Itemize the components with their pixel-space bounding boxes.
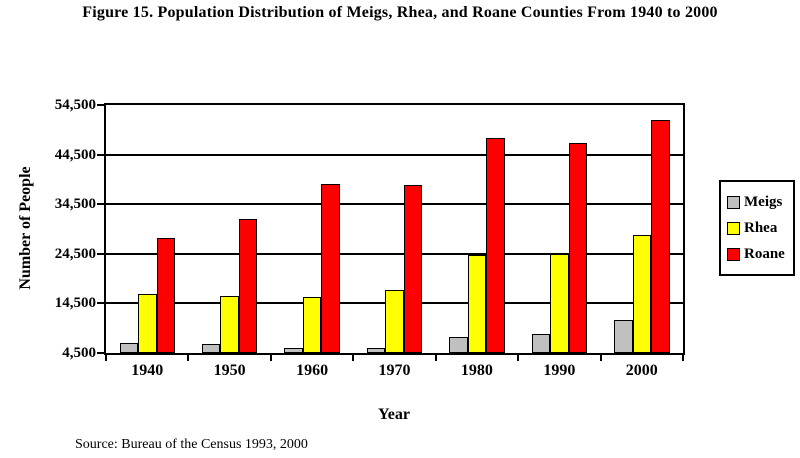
x-tick-mark-2 — [269, 355, 272, 361]
gridline-34500 — [106, 203, 683, 206]
bar-meigs-2000 — [614, 319, 633, 353]
legend: Meigs Rhea Roane — [719, 180, 795, 276]
legend-swatch-meigs — [727, 195, 740, 209]
bar-meigs-1970 — [366, 347, 386, 353]
x-tick-label-1960: 1960 — [296, 362, 329, 379]
x-tick-label-1980: 1980 — [460, 362, 493, 379]
x-tick-mark-3 — [352, 355, 355, 361]
bar-roane-1950 — [238, 219, 258, 353]
x-tick-label-1950: 1950 — [213, 362, 246, 379]
x-tick-label-1970: 1970 — [378, 362, 411, 379]
y-axis-title-text: Number of People — [17, 166, 34, 290]
bar-meigs-1950 — [201, 343, 221, 353]
bar-rhea-1940 — [138, 294, 157, 353]
gridline-44500 — [106, 153, 683, 156]
bar-rhea-1980 — [467, 255, 487, 353]
y-tick-label-34500: 34,500 — [54, 196, 96, 213]
x-tick-mark-0 — [105, 355, 107, 361]
y-tick-mark-4500 — [97, 352, 105, 354]
bar-roane-2000 — [651, 120, 670, 353]
gridline-24500 — [106, 252, 683, 255]
bar-rhea-1950 — [220, 295, 239, 353]
bar-meigs-1960 — [284, 348, 303, 353]
legend-item-meigs: Meigs — [727, 189, 793, 215]
y-tick-mark-24500 — [97, 252, 105, 255]
x-tick-mark-1 — [187, 355, 190, 361]
chart-title: Figure 15. Population Distribution of Me… — [82, 4, 718, 21]
bar-rhea-1960 — [302, 297, 322, 353]
x-tick-mark-7 — [682, 355, 684, 361]
bar-roane-1940 — [156, 238, 175, 353]
y-tick-label-24500: 24,500 — [54, 245, 96, 262]
legend-label-roane: Roane — [744, 245, 785, 262]
bar-roane-1990 — [568, 143, 588, 353]
bar-meigs-1990 — [531, 334, 551, 353]
bar-roane-1980 — [486, 137, 505, 353]
x-axis-title: Year — [378, 406, 410, 423]
x-tick-mark-4 — [434, 355, 437, 361]
x-tick-label-1990: 1990 — [543, 362, 576, 379]
y-tick-mark-54500 — [97, 104, 105, 106]
plot-area — [104, 103, 685, 355]
legend-item-rhea: Rhea — [727, 215, 793, 241]
x-tick-label-2000: 2000 — [625, 362, 658, 379]
x-tick-mark-5 — [517, 355, 520, 361]
legend-swatch-roane — [727, 247, 740, 261]
y-tick-mark-34500 — [97, 203, 105, 206]
bar-meigs-1980 — [449, 337, 468, 353]
legend-swatch-rhea — [727, 221, 740, 235]
legend-item-roane: Roane — [727, 241, 793, 267]
y-tick-label-54500: 54,500 — [54, 97, 96, 113]
y-tick-label-44500: 44,500 — [54, 146, 96, 163]
bar-rhea-1970 — [385, 289, 404, 353]
legend-label-rhea: Rhea — [744, 219, 778, 236]
x-tick-label-1940: 1940 — [131, 362, 164, 379]
y-tick-mark-44500 — [97, 153, 105, 156]
x-tick-mark-6 — [599, 355, 602, 361]
legend-label-meigs: Meigs — [744, 193, 783, 210]
bar-rhea-2000 — [632, 235, 651, 353]
bar-meigs-1940 — [119, 342, 138, 353]
y-tick-mark-14500 — [97, 302, 105, 305]
source-note: Source: Bureau of the Census 1993, 2000 — [75, 437, 308, 452]
bar-roane-1960 — [321, 183, 340, 353]
bar-rhea-1990 — [550, 254, 569, 353]
y-tick-label-14500: 14,500 — [54, 295, 96, 312]
bar-roane-1970 — [403, 184, 423, 353]
y-tick-label-4500: 4,500 — [62, 345, 96, 361]
